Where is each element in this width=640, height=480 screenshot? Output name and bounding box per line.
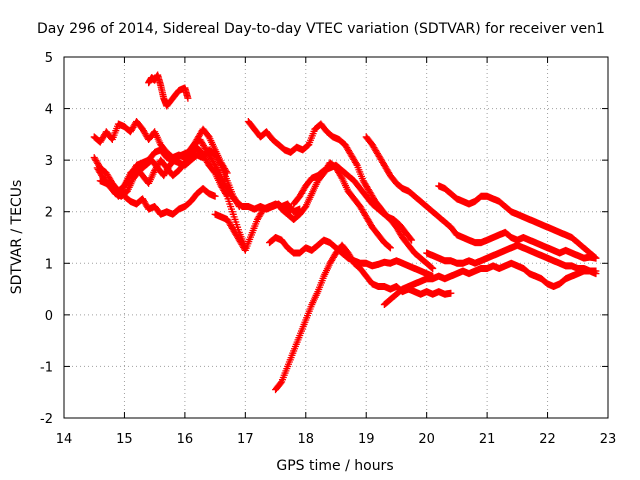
plot-area-frame bbox=[63, 56, 609, 419]
x-tick-label: 21 bbox=[479, 432, 496, 447]
data-point bbox=[447, 289, 455, 297]
series-track-08 bbox=[244, 117, 416, 244]
series-track-11 bbox=[266, 234, 437, 280]
data-point bbox=[352, 160, 360, 168]
data-point bbox=[184, 94, 192, 102]
data-point bbox=[386, 243, 394, 251]
data-point bbox=[592, 267, 600, 275]
x-tick-label: 15 bbox=[116, 432, 133, 447]
data-point bbox=[429, 264, 437, 272]
series-track-06 bbox=[120, 185, 219, 218]
y-tick-label: 1 bbox=[45, 257, 53, 272]
data-point bbox=[222, 191, 230, 199]
x-tick-label: 14 bbox=[56, 432, 73, 447]
x-tick-label: 22 bbox=[539, 432, 556, 447]
x-tick-label: 17 bbox=[237, 432, 254, 447]
y-tick-label: 4 bbox=[45, 103, 53, 118]
y-tick-label: 5 bbox=[45, 51, 53, 66]
x-tick-label: 20 bbox=[418, 432, 435, 447]
x-tick-label: 16 bbox=[177, 432, 194, 447]
data-point bbox=[591, 253, 599, 261]
y-axis-ticks: -2 -1 0 1 2 3 4 5 bbox=[40, 51, 608, 427]
x-tick-label: 19 bbox=[358, 432, 375, 447]
series-track-05 bbox=[96, 143, 249, 252]
data-point bbox=[386, 244, 394, 252]
data-points bbox=[90, 71, 600, 394]
data-point bbox=[216, 160, 224, 168]
series-track-14 bbox=[435, 182, 600, 262]
series-track-10 bbox=[278, 159, 394, 252]
y-tick-label: -1 bbox=[40, 360, 53, 375]
chart-title: Day 296 of 2014, Sidereal Day-to-day VTE… bbox=[37, 21, 605, 37]
series-track-07 bbox=[211, 200, 304, 254]
x-tick-label: 18 bbox=[298, 432, 315, 447]
y-tick-label: 3 bbox=[45, 154, 53, 169]
data-point bbox=[408, 236, 416, 244]
grid bbox=[64, 57, 608, 418]
series-track-12 bbox=[272, 241, 455, 394]
series-track-09 bbox=[290, 161, 437, 272]
y-tick-label: 2 bbox=[45, 206, 53, 221]
x-tick-label: 23 bbox=[600, 432, 617, 447]
series-track-13 bbox=[362, 133, 600, 262]
series-track-16 bbox=[423, 241, 600, 275]
data-point bbox=[592, 254, 600, 262]
y-tick-label: -2 bbox=[40, 412, 53, 427]
data-point bbox=[407, 235, 415, 243]
y-tick-label: 0 bbox=[45, 309, 53, 324]
data-point bbox=[428, 264, 436, 272]
series-track-02 bbox=[145, 71, 192, 110]
y-axis-title: SDTVAR / TECUs bbox=[9, 180, 25, 295]
data-point bbox=[211, 192, 219, 200]
x-axis-title: GPS time / hours bbox=[276, 458, 393, 474]
series-track-15 bbox=[380, 259, 600, 309]
x-axis-ticks: 14 15 16 17 18 19 20 21 22 23 bbox=[56, 57, 617, 447]
